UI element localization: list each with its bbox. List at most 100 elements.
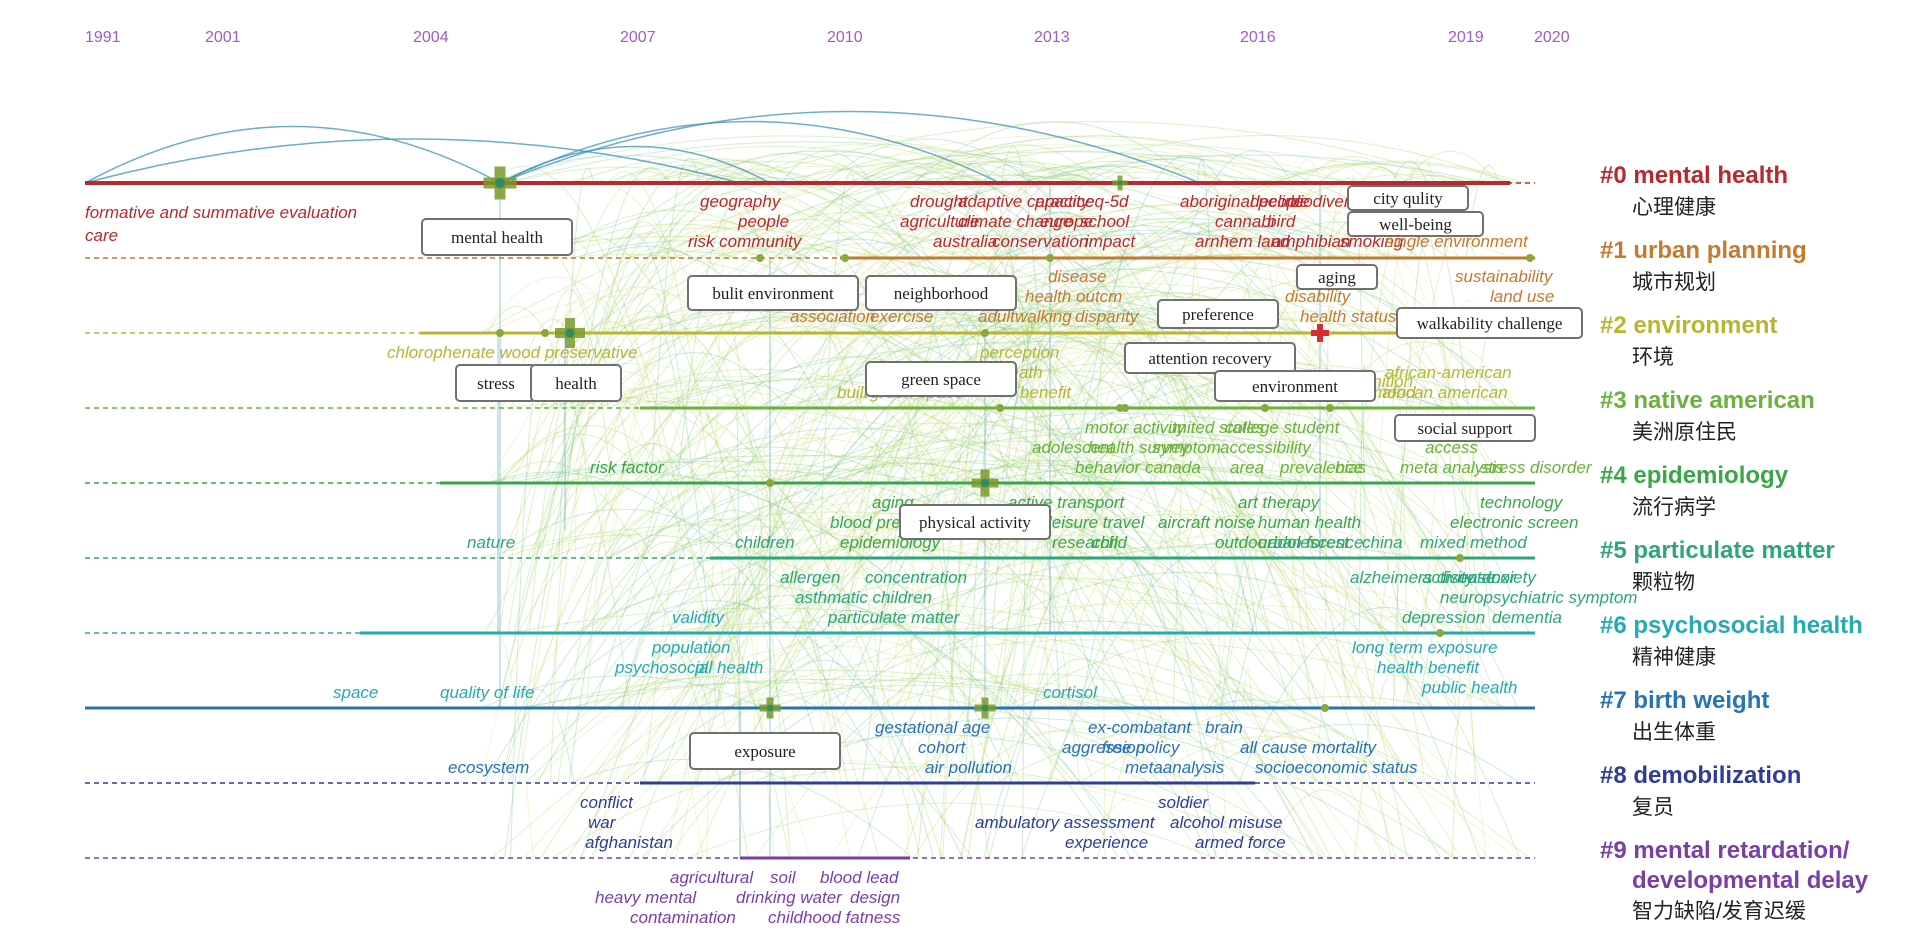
keyword-label: alcohol misuse <box>1170 813 1282 832</box>
citation-arc <box>615 165 1406 259</box>
citation-arc <box>548 232 678 709</box>
citation-arc <box>781 150 955 409</box>
callout-text: stress <box>477 374 515 393</box>
keyword-label: mixed method <box>1420 533 1527 552</box>
keyword-label: outdoor <box>1458 568 1517 587</box>
citation-arc <box>592 461 1002 784</box>
citation-arc <box>659 135 1289 259</box>
citation-arc <box>715 469 829 709</box>
citation-arc <box>768 659 935 859</box>
hub-node-core <box>980 478 990 488</box>
citation-arc <box>827 196 1020 409</box>
keyword-label: stress disorder <box>1480 458 1593 477</box>
year-tick: 2019 <box>1448 29 1484 46</box>
citation-arc <box>1216 530 1258 634</box>
citation-arc <box>483 455 1131 484</box>
callout-frame <box>865 275 1017 311</box>
citation-arc <box>481 675 763 709</box>
citation-arc <box>630 305 681 409</box>
citation-arc <box>1007 221 1177 484</box>
citation-arc <box>719 228 825 259</box>
citation-arc <box>757 459 1303 484</box>
citation-arc <box>1202 585 1456 634</box>
keyword-node <box>756 254 764 262</box>
citation-arc <box>1146 514 1520 859</box>
citation-arc <box>1238 607 1443 784</box>
citation-arc <box>1033 165 1530 634</box>
keyword-label: child <box>1092 533 1128 552</box>
keyword-label: activity <box>1422 568 1475 587</box>
citation-arc <box>524 151 1353 259</box>
citation-arc <box>875 420 1048 634</box>
citation-arc <box>1006 232 1323 259</box>
citation-arc <box>1205 192 1365 259</box>
citation-arc <box>834 440 1458 709</box>
citation-arc <box>539 248 692 559</box>
callout-text: environment <box>1252 377 1338 396</box>
citation-arc <box>920 459 955 709</box>
keyword-label: canada <box>1145 458 1201 477</box>
citation-arc <box>1215 474 1285 709</box>
citation-arc <box>726 214 1493 634</box>
callout-text: city qulity <box>1373 189 1443 208</box>
keyword-label: aboriginal people <box>1180 192 1310 211</box>
citation-arc <box>1186 723 1520 784</box>
citation-arc <box>633 644 710 709</box>
keyword-label: long term exposure <box>1352 638 1498 657</box>
keyword-label: impact <box>1085 232 1136 251</box>
citation-arc <box>693 326 958 634</box>
citation-arc <box>513 400 639 634</box>
citation-arc <box>664 595 1120 859</box>
citation-arc <box>827 313 1079 409</box>
callout-label: health <box>530 364 622 402</box>
citation-arc <box>789 513 1331 784</box>
keyword-label: formative and summative evaluation <box>85 203 357 222</box>
keyword-label: particulate matter <box>827 608 961 627</box>
keyword-label: symptom <box>1152 438 1221 457</box>
citation-arc <box>649 427 1300 709</box>
cluster-label: #3 native american <box>1600 387 1815 414</box>
keyword-label: soldier <box>1158 793 1209 812</box>
citation-arc <box>1178 378 1408 859</box>
year-tick: 2020 <box>1534 29 1570 46</box>
keyword-label: people <box>737 212 789 231</box>
citation-arc <box>793 610 1013 784</box>
keyword-label: prevalence <box>1279 458 1363 477</box>
year-tick: 2016 <box>1240 29 1276 46</box>
citation-arc <box>626 204 793 334</box>
burst-node <box>1311 330 1329 336</box>
citation-arc <box>766 342 1442 559</box>
keyword-label: health benefit <box>1377 658 1480 677</box>
callout-frame <box>687 275 859 311</box>
citation-arc <box>1209 699 1442 859</box>
keyword-label: europe <box>1040 212 1093 231</box>
citation-arc <box>1064 366 1148 709</box>
citation-arc <box>674 244 1016 859</box>
keyword-nodes <box>483 166 1534 719</box>
citation-arc <box>984 448 1334 634</box>
citation-arc <box>510 377 547 859</box>
callout-label: walkability challenge <box>1396 307 1583 339</box>
citation-arc <box>560 286 858 634</box>
citation-arc <box>812 234 1072 784</box>
citation-arc <box>689 576 993 634</box>
citation-arc <box>573 583 1141 859</box>
citation-arc <box>991 211 1130 259</box>
citation-arc <box>500 325 838 784</box>
keyword-node <box>1526 254 1534 262</box>
citation-arc <box>553 209 914 409</box>
citation-arc <box>803 571 1392 784</box>
citation-arc <box>640 446 1212 859</box>
citation-arc <box>675 160 800 184</box>
hub-node-core <box>766 704 774 712</box>
callout-frame <box>865 361 1017 397</box>
citation-arc <box>854 599 1258 784</box>
keyword-label: risk community <box>688 232 803 251</box>
keyword-label: aggression <box>1062 738 1145 757</box>
citation-arc <box>1351 174 1366 559</box>
callout-frame <box>1157 299 1279 329</box>
citation-arc <box>499 120 1001 184</box>
callout-text: green space <box>901 370 981 389</box>
keyword-label: walking <box>1015 307 1072 326</box>
citation-arc <box>635 600 1530 859</box>
